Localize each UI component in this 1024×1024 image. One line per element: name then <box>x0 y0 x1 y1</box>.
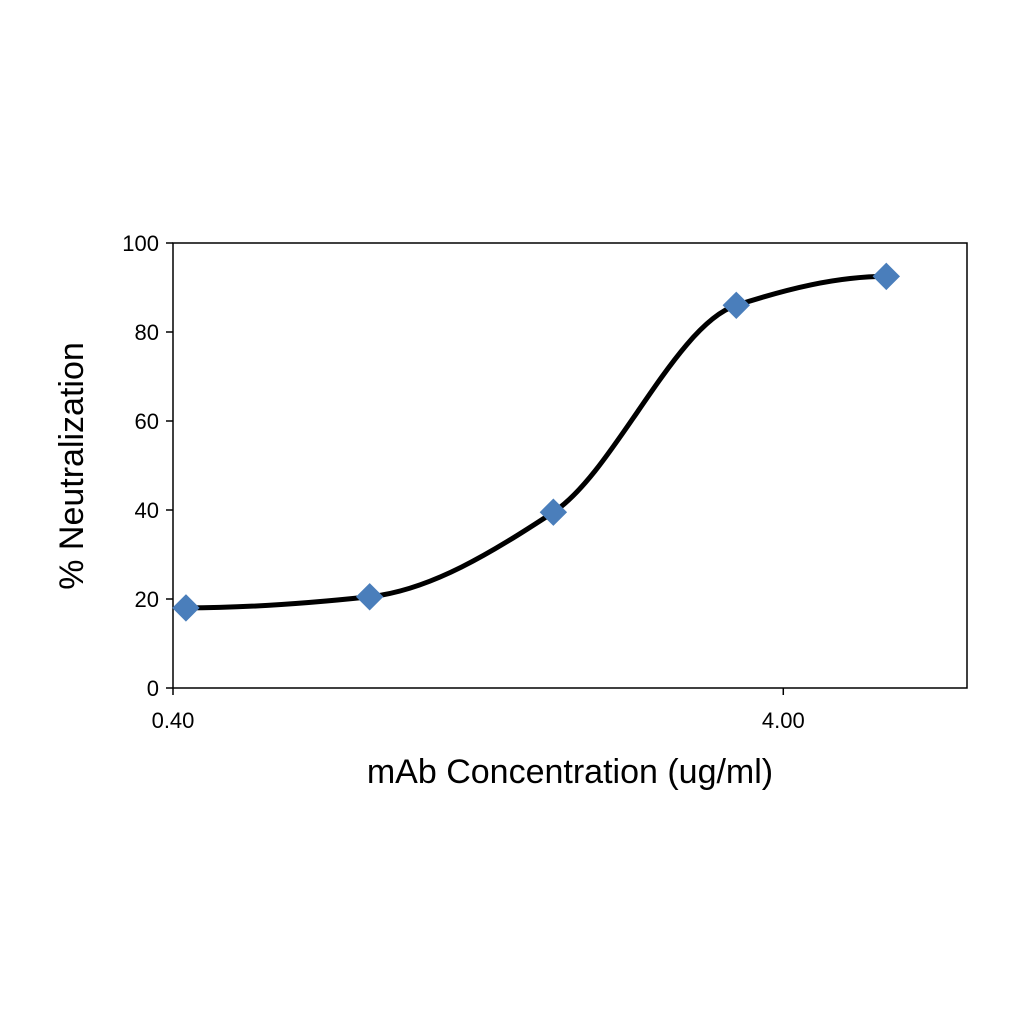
data-point-marker <box>355 583 384 611</box>
y-axis: 0 20 40 60 80 100 <box>122 231 173 701</box>
x-axis: 0.40 4.00 <box>152 688 805 733</box>
y-tick-label: 60 <box>135 409 159 434</box>
data-point-marker <box>722 291 750 320</box>
y-tick-label: 100 <box>122 231 159 256</box>
x-axis-title: mAb Concentration (ug/ml) <box>367 753 773 791</box>
x-tick-label: 4.00 <box>762 708 805 733</box>
y-tick-label: 20 <box>135 587 159 612</box>
data-point-marker <box>172 594 200 622</box>
y-axis-title: % Neutralization <box>53 342 91 590</box>
plot-area <box>172 242 968 689</box>
data-points <box>172 262 901 622</box>
y-tick-label: 80 <box>135 320 159 345</box>
x-tick-label: 0.40 <box>152 708 195 733</box>
y-tick-label: 40 <box>135 498 159 523</box>
data-point-marker <box>872 262 901 291</box>
data-point-marker <box>539 498 568 526</box>
y-tick-label: 0 <box>147 676 159 701</box>
